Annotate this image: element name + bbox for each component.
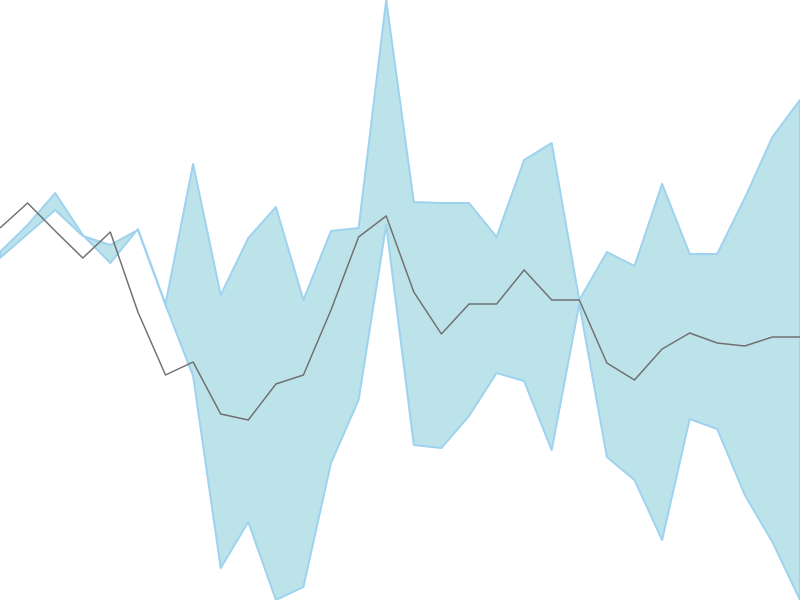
line-point-26 [715,341,719,345]
line-point-20 [550,298,554,302]
line-point-6 [164,373,168,377]
line-point-24 [660,347,664,351]
line-point-3 [81,256,85,260]
line-point-12 [329,308,333,312]
line-point-4 [108,230,112,234]
line-point-7 [191,360,195,364]
line-point-10 [274,382,278,386]
line-point-11 [301,373,305,377]
line-point-28 [770,335,774,339]
series-line [0,202,800,421]
line-point-8 [219,412,223,416]
line-point-13 [357,235,361,239]
line-point-27 [743,344,747,348]
line-point-18 [495,302,499,306]
line-point-21 [577,298,581,302]
line-point-17 [467,302,471,306]
line-point-22 [605,361,609,365]
line-point-23 [633,378,637,382]
line-point-25 [688,331,692,335]
line-point-2 [53,229,57,233]
line-point-16 [439,332,443,336]
line-point-14 [384,214,388,218]
line-point-19 [522,268,526,272]
line-point-15 [412,290,416,294]
line-point-9 [246,418,250,422]
line-point-1 [26,201,30,205]
line-point-5 [136,310,140,314]
